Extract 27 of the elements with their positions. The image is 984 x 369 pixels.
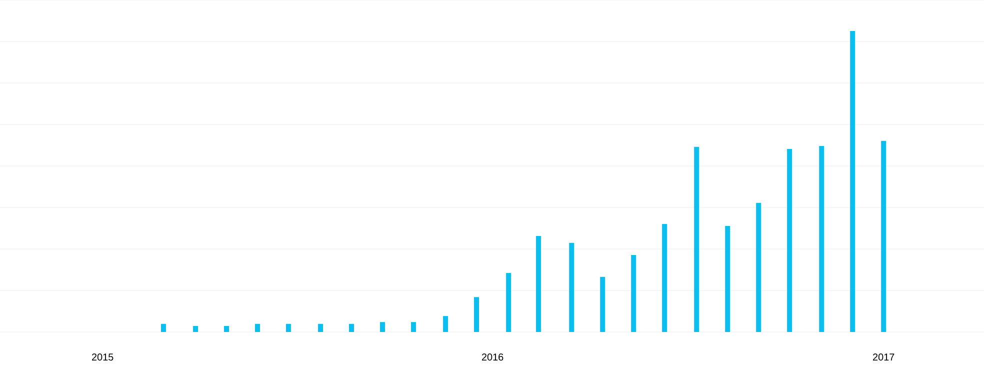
x-tick-label: 2016 [482, 354, 504, 361]
bar [756, 202, 762, 332]
bar [254, 324, 260, 332]
bar [569, 242, 574, 332]
bar [881, 140, 886, 332]
bar [286, 324, 291, 332]
bar [536, 236, 541, 332]
bar [410, 322, 416, 332]
bar [725, 226, 730, 332]
bar [224, 326, 230, 332]
x-tick-label: 2017 [872, 354, 894, 361]
bar [787, 148, 792, 332]
bar [850, 30, 856, 332]
x-tick-label: 2015 [92, 354, 114, 361]
bar [160, 324, 166, 332]
bar [694, 146, 700, 332]
bar [662, 224, 668, 332]
bar [600, 276, 606, 332]
bar [380, 322, 385, 332]
bar [819, 146, 824, 332]
bar [318, 324, 324, 332]
bar [443, 316, 448, 332]
bar [349, 324, 354, 332]
bar [506, 273, 512, 332]
bar [474, 297, 480, 332]
bar [631, 254, 636, 332]
bar [193, 326, 198, 332]
